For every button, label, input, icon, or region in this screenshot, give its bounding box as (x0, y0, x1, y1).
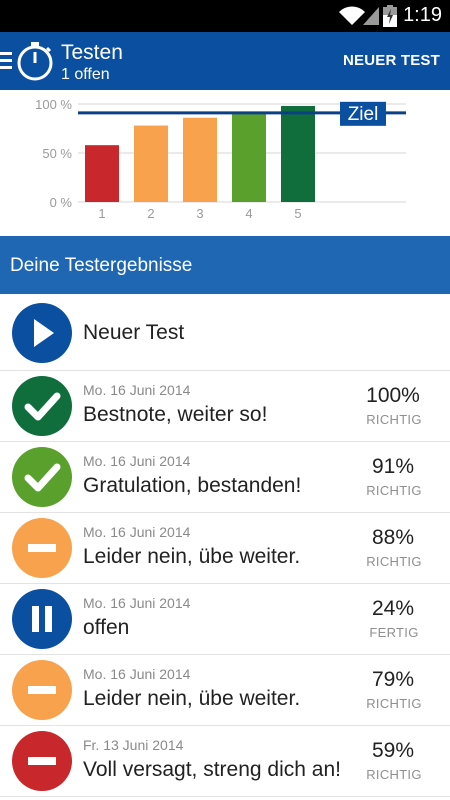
check-icon (12, 447, 72, 507)
result-percent: 59% (371, 739, 415, 762)
status-bar: 1:19 (0, 0, 450, 32)
play-icon (12, 303, 72, 363)
app-bar: Testen 1 offen NEUER TEST (0, 32, 450, 90)
minus-icon (12, 731, 72, 791)
bar-chart: 0 % 50 % 100 % 1 2 3 4 5 Ziel (35, 97, 406, 221)
minus-icon (12, 518, 72, 578)
result-row[interactable]: Mo. 16 Juni 2014 offen 24% FERTIG (0, 584, 450, 655)
result-row[interactable]: Fr. 13 Juni 2014 Voll versagt, streng dic… (0, 726, 450, 797)
result-date: Mo. 16 Juni 2014 (83, 595, 191, 611)
target-label-box (340, 101, 386, 126)
signal-icon (363, 7, 379, 25)
x-tick-label: 1 (98, 206, 105, 221)
y-tick-label: 0 % (50, 195, 73, 210)
result-text: Bestnote, weiter so! (83, 403, 268, 426)
result-date: Mo. 16 Juni 2014 (83, 524, 191, 540)
bar (183, 117, 217, 202)
battery-icon (383, 5, 397, 27)
result-percent: 91% (371, 455, 415, 478)
result-text: Leider nein, übe weiter. (83, 545, 301, 568)
bar (134, 125, 168, 202)
clock: 1:19 (403, 4, 442, 26)
check-icon (12, 376, 72, 436)
new-test-row[interactable]: Neuer Test (0, 294, 450, 371)
app-title: Testen (61, 41, 123, 64)
result-percent: 79% (371, 668, 415, 691)
pause-icon (12, 589, 72, 649)
bar (85, 145, 119, 202)
result-text: Leider nein, übe weiter. (83, 687, 301, 710)
menu-icon[interactable] (0, 52, 12, 70)
bar (281, 105, 315, 202)
result-text: Voll versagt, streng dich an! (83, 758, 341, 781)
section-header: Deine Testergebnisse (0, 236, 450, 294)
result-percent: 100% (366, 384, 420, 407)
result-unit: FERTIG (369, 625, 419, 640)
minus-icon (12, 660, 72, 720)
results-chart: 0 % 50 % 100 % 1 2 3 4 5 Ziel (0, 90, 450, 236)
result-row[interactable]: Mo. 16 Juni 2014 Bestnote, weiter so! 100%… (0, 371, 450, 442)
result-unit: RICHTIG (366, 696, 422, 711)
result-row[interactable]: Mo. 16 Juni 2014 Gratulation, bestanden! 9… (0, 442, 450, 513)
result-unit: RICHTIG (366, 483, 422, 498)
result-date: Mo. 16 Juni 2014 (83, 666, 191, 682)
target-label: Ziel (348, 104, 379, 125)
result-date: Mo. 16 Juni 2014 (83, 382, 191, 398)
x-tick-label: 5 (294, 206, 301, 221)
result-unit: RICHTIG (366, 554, 422, 569)
new-test-label: Neuer Test (83, 321, 185, 344)
section-title: Deine Testergebnisse (10, 255, 193, 276)
result-date: Fr. 13 Juni 2014 (83, 737, 184, 753)
result-date: Mo. 16 Juni 2014 (83, 453, 191, 469)
result-percent: 88% (371, 526, 415, 549)
result-row[interactable]: Mo. 16 Juni 2014 Leider nein, übe weiter.… (0, 655, 450, 726)
result-percent: 24% (371, 597, 415, 620)
result-row[interactable]: Mo. 16 Juni 2014 Leider nein, übe weiter.… (0, 513, 450, 584)
y-tick-label: 100 % (35, 97, 72, 112)
bar (232, 113, 266, 202)
x-tick-label: 2 (147, 206, 154, 221)
result-unit: RICHTIG (366, 412, 422, 427)
stopwatch-icon[interactable] (14, 40, 56, 82)
result-text: offen (83, 616, 130, 639)
x-tick-label: 4 (245, 206, 252, 221)
y-tick-label: 50 % (42, 146, 72, 161)
app-subtitle: 1 offen (61, 66, 110, 83)
result-unit: RICHTIG (366, 767, 422, 782)
results-list: Neuer Test Mo. 16 Juni 2014 Bestnote, wei… (0, 294, 450, 797)
new-test-action-button[interactable]: NEUER TEST (342, 52, 440, 69)
result-text: Gratulation, bestanden! (83, 474, 302, 497)
wifi-icon (339, 6, 365, 26)
x-tick-label: 3 (196, 206, 203, 221)
